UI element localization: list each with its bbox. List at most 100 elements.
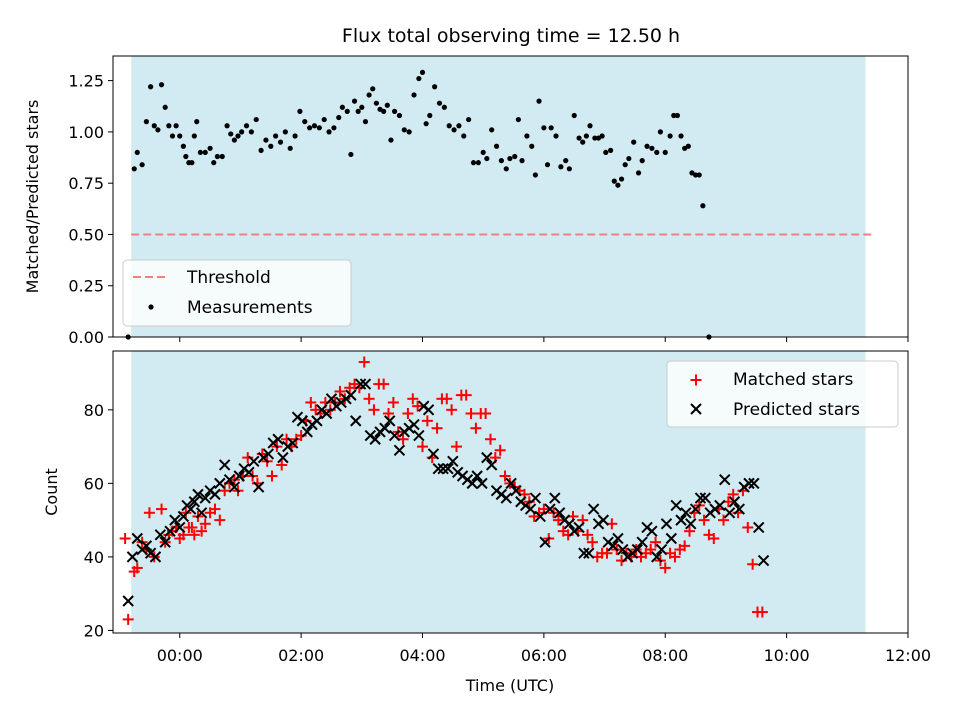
measurement-point: [618, 176, 625, 182]
predicted-star-point: [660, 518, 673, 530]
measurement-point: [316, 125, 322, 131]
predicted-star-point: [154, 529, 167, 541]
measurement-point: [558, 164, 564, 170]
matched-star-point: [368, 404, 380, 416]
predicted-star-point: [174, 521, 186, 534]
measurement-point: [166, 123, 172, 129]
ratio-y-axis-label: Matched/Predicted stars: [23, 100, 42, 294]
predicted-star-point: [675, 514, 687, 526]
count-panel: 20 40 60 80 00:00 02:00 04:00 06:00 08:00 10:00 12…: [42, 350, 931, 695]
predicted-star-point: [192, 488, 204, 501]
measurement-point: [194, 119, 200, 125]
measurement-point: [391, 108, 398, 114]
predicted-star-point: [169, 514, 181, 526]
measurement-point: [667, 133, 673, 139]
measurement-point: [700, 203, 706, 209]
measurement-point: [388, 137, 394, 143]
measurement-point: [678, 133, 684, 139]
measurement-point: [302, 119, 308, 125]
matched-star-point: [334, 385, 346, 397]
matched-star-point: [402, 408, 414, 420]
measurement-point: [541, 125, 547, 131]
matched-star-point: [209, 503, 221, 515]
measurement-point: [615, 182, 621, 188]
predicted-star-point: [524, 503, 537, 515]
matched-star-point: [708, 533, 720, 545]
matched-star-point: [659, 562, 671, 574]
predicted-star-point: [539, 536, 551, 548]
predicted-star-point: [544, 503, 556, 515]
measurement-point: [366, 92, 372, 98]
measurement-point: [631, 139, 637, 145]
predicted-star-point: [296, 415, 309, 427]
measurement-point: [583, 133, 589, 139]
legend-box: [122, 259, 352, 327]
predicted-star-point: [665, 532, 678, 545]
measurement-point: [671, 112, 677, 119]
measurement-point: [169, 133, 176, 139]
measurement-point: [148, 84, 154, 90]
count-y-tick-label: 20: [84, 621, 104, 640]
measurement-point: [611, 178, 617, 184]
measurement-point: [507, 155, 513, 162]
predicted-star-point: [427, 448, 440, 460]
count-y-tick-label: 80: [84, 401, 104, 420]
predicted-star-point: [583, 547, 595, 559]
predicted-star-point: [685, 518, 697, 530]
predicted-legend-label: Predicted stars: [733, 400, 860, 420]
measurements-legend-swatch: [148, 304, 154, 310]
measurement-point: [519, 158, 525, 164]
matched-star-point: [465, 408, 477, 420]
matched-star-point: [441, 393, 453, 405]
measurement-point: [461, 133, 467, 139]
predicted-star-point: [393, 444, 406, 456]
predicted-star-point: [447, 455, 459, 468]
measurement-point: [524, 133, 530, 139]
matched-star-point: [417, 441, 429, 453]
predicted-star-point: [320, 407, 333, 420]
predicted-star-point: [369, 433, 381, 445]
measurement-point: [639, 158, 645, 164]
predicted-star-point: [228, 481, 241, 493]
predicted-star-point: [466, 477, 478, 490]
matched-star-point: [582, 529, 594, 541]
predicted-star-point: [510, 485, 522, 497]
predicted-star-point: [689, 503, 702, 515]
measurement-point: [649, 145, 655, 151]
measurement-point: [626, 155, 632, 162]
matched-star-point: [499, 470, 511, 482]
measurement-point: [189, 160, 195, 166]
measurement-point: [553, 133, 559, 139]
measurement-point: [475, 160, 481, 166]
predicted-star-point: [277, 451, 289, 464]
predicted-star-point: [680, 507, 692, 519]
ratio-y-tick-label: 0.75: [68, 174, 104, 193]
matched-star-point: [684, 525, 696, 537]
ratio-y-tick-label: 0.25: [68, 277, 104, 296]
matched-star-point: [378, 378, 390, 390]
legend-box: [666, 360, 899, 428]
predicted-star-point: [728, 496, 741, 508]
matched-star-point: [645, 544, 657, 556]
measurement-point: [180, 143, 186, 149]
matched-star-point: [552, 514, 564, 526]
predicted-star-point: [199, 492, 211, 504]
predicted-star-point: [248, 455, 260, 468]
matched-star-point: [186, 521, 198, 533]
measurement-point: [603, 149, 609, 156]
measurement-point: [599, 133, 605, 139]
measurements-legend-label: Measurements: [187, 298, 313, 318]
predicted-star-point: [122, 595, 134, 607]
predicted-star-point: [164, 525, 176, 537]
measurement-point: [622, 162, 628, 168]
measurement-point: [344, 108, 350, 114]
matched-star-point: [480, 408, 492, 420]
measurement-point: [685, 143, 691, 149]
predicted-legend-swatch: [690, 403, 702, 415]
measurement-point: [423, 121, 429, 127]
predicted-star-point: [442, 462, 454, 475]
measurement-point: [401, 127, 407, 133]
matched-star-point: [756, 606, 768, 618]
measurement-point: [571, 112, 577, 119]
